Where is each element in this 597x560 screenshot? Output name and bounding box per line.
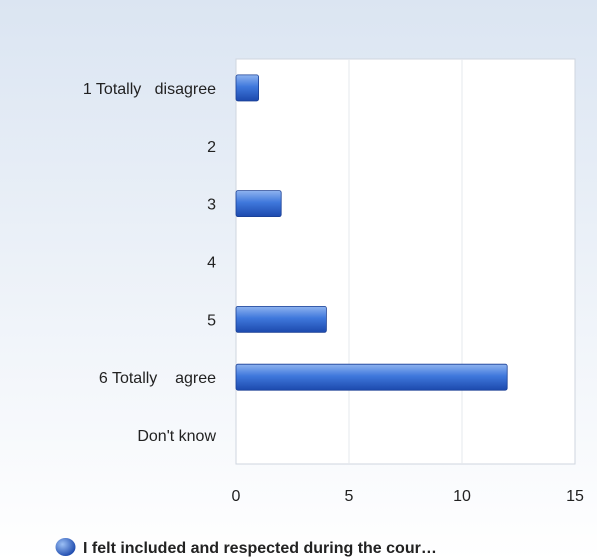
legend-marker <box>55 538 76 556</box>
x-tick-label: 15 <box>566 488 584 505</box>
bar <box>235 363 508 391</box>
category-label: 6 Totally agree <box>99 370 216 387</box>
bar <box>235 305 327 333</box>
category-label: 1 Totally disagree <box>83 81 216 98</box>
x-tick-label: 0 <box>232 488 241 505</box>
plot-area <box>235 58 576 465</box>
bar <box>235 190 282 218</box>
x-tick-label: 5 <box>345 488 354 505</box>
bars <box>235 74 508 391</box>
category-labels: 1 Totally disagree 2 3 4 5 6 Totally agree Don… <box>83 81 217 445</box>
legend-label: I felt included and respected during the… <box>83 540 437 557</box>
category-label: 3 <box>207 197 216 214</box>
category-label: 5 <box>207 312 216 329</box>
legend: I felt included and respected during the… <box>55 538 437 557</box>
category-label: 4 <box>207 255 216 272</box>
x-tick-label: 10 <box>453 488 471 505</box>
category-label: 2 <box>207 139 216 156</box>
category-label: Don't know <box>137 428 216 445</box>
gridlines <box>348 59 463 464</box>
x-tick-labels: 0 5 10 15 <box>232 488 584 505</box>
bar <box>235 74 260 102</box>
